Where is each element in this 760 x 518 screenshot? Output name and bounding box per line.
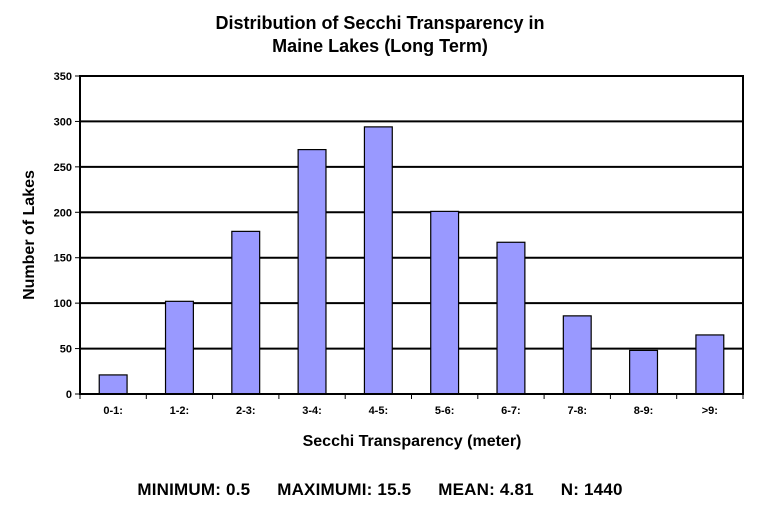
x-tick-label: 7-8:: [567, 405, 587, 417]
stat-mean: MEAN: 4.81: [438, 480, 534, 499]
y-tick-label: 0: [66, 389, 72, 401]
x-tick-label: >9:: [702, 405, 718, 417]
chart-title-line-1: Distribution of Secchi Transparency in: [215, 13, 545, 33]
bar-67: [496, 241, 526, 395]
bar-34: [297, 148, 327, 395]
y-tick-label: 300: [54, 116, 72, 128]
y-axis-ticks: 0 50 100 150 200 250 300 350: [54, 71, 80, 401]
bar-9: [695, 334, 725, 395]
y-tick-label: 350: [54, 71, 72, 83]
bar-chart: 0 50 100 150 200 250 300 350 0-1: 1-2: 2-3: 3-4: 4-…: [21, 71, 744, 450]
bar-45: [363, 126, 393, 395]
x-tick-label: 2-3:: [236, 405, 256, 417]
summary-stats: MINIMUM: 0.5 MAXIMUMI: 15.5 MEAN: 4.81 N…: [0, 480, 760, 500]
chart-title: Distribution of Secchi Transparency in M…: [0, 12, 760, 58]
x-tick-label: 3-4:: [302, 405, 322, 417]
bars: [98, 126, 725, 395]
stat-maximum: MAXIMUMI: 15.5: [277, 480, 412, 499]
y-tick-label: 100: [54, 298, 72, 310]
x-tick-label: 8-9:: [634, 405, 654, 417]
bar-78: [562, 315, 592, 395]
bar-23: [231, 230, 261, 395]
x-tick-label: 4-5:: [369, 405, 389, 417]
bar-12: [164, 300, 194, 395]
x-tick-label: 1-2:: [170, 405, 190, 417]
x-axis-title: Secchi Transparency (meter): [303, 433, 522, 450]
chart-title-line-2: Maine Lakes (Long Term): [272, 36, 488, 56]
y-axis-title: Number of Lakes: [21, 170, 38, 300]
stat-n: N: 1440: [560, 480, 623, 499]
bar-56: [430, 210, 460, 395]
x-tick-label: 6-7:: [501, 405, 521, 417]
y-tick-label: 150: [54, 253, 72, 265]
bar-89: [629, 349, 659, 395]
y-tick-label: 200: [54, 207, 72, 219]
y-tick-label: 250: [54, 162, 72, 174]
bar-01: [98, 374, 128, 395]
x-tick-label: 0-1:: [103, 405, 123, 417]
y-tick-label: 50: [60, 344, 72, 356]
stat-minimum: MINIMUM: 0.5: [137, 480, 251, 499]
x-tick-label: 5-6:: [435, 405, 455, 417]
x-axis-ticks: 0-1: 1-2: 2-3: 3-4: 4-5: 5-6: 6-7: 7-8: 8-9: >9:: [79, 394, 744, 417]
